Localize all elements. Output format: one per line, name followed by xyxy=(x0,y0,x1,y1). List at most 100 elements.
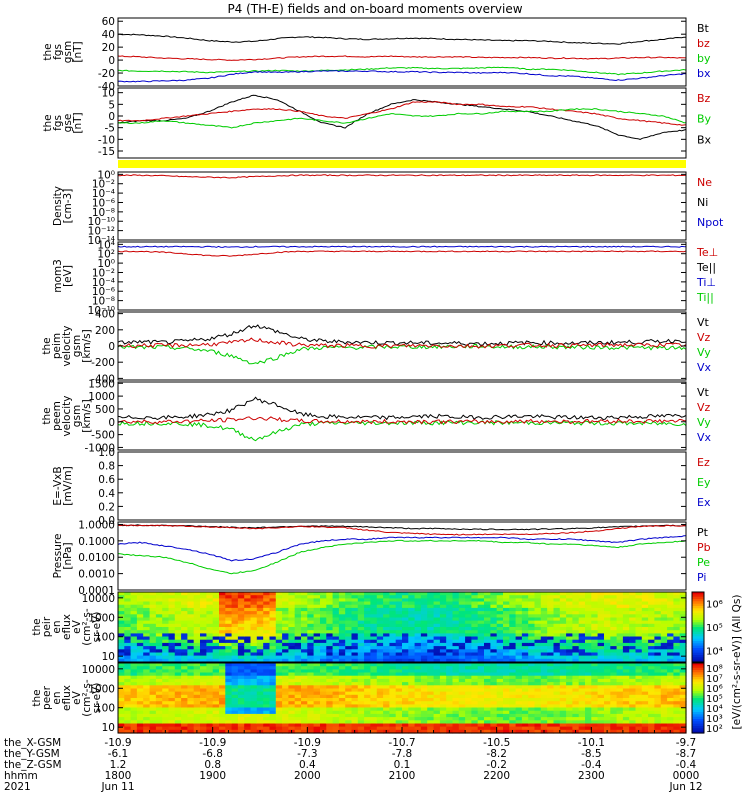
heatmap-cell xyxy=(357,685,365,690)
heatmap-cell xyxy=(641,592,649,596)
heatmap-cell xyxy=(288,620,296,625)
heatmap-cell xyxy=(477,720,485,725)
legend-entry: Vy xyxy=(697,416,711,429)
heatmap-cell xyxy=(597,710,605,715)
heatmap-cell xyxy=(357,729,365,734)
heatmap-cell xyxy=(225,614,233,619)
heatmap-cell xyxy=(155,704,163,709)
heatmap-cell xyxy=(118,688,125,693)
heatmap-cell xyxy=(490,649,498,654)
heatmap-cell xyxy=(408,598,416,603)
heatmap-cell xyxy=(294,694,302,699)
heatmap-cell xyxy=(402,698,409,702)
heatmap-cell xyxy=(155,663,163,667)
y-tick-label: 1.0 xyxy=(98,447,115,459)
heatmap-cell xyxy=(477,642,485,647)
heatmap-cell xyxy=(212,720,220,725)
heatmap-cell xyxy=(313,707,321,712)
heatmap-cell xyxy=(521,666,529,670)
heatmap-cell xyxy=(439,595,447,599)
heatmap-cell xyxy=(263,723,271,728)
heatmap-cell xyxy=(458,646,466,650)
heatmap-cell xyxy=(370,614,378,619)
heatmap-cell xyxy=(219,729,226,734)
heatmap-cell xyxy=(187,672,195,677)
heatmap-cell xyxy=(376,652,384,657)
heatmap-cell xyxy=(212,678,220,683)
y-tick-label: 10 xyxy=(102,88,115,100)
heatmap-cell xyxy=(275,688,283,693)
heatmap-cell xyxy=(458,620,466,625)
heatmap-cell xyxy=(566,614,573,619)
heatmap-cell xyxy=(357,614,365,619)
heatmap-cell xyxy=(155,666,163,670)
heatmap-cell xyxy=(471,720,479,725)
heatmap-cell xyxy=(181,694,188,699)
heatmap-cell xyxy=(515,617,523,622)
heatmap-cell xyxy=(439,614,447,619)
heatmap-cell xyxy=(338,729,346,734)
heatmap-cell xyxy=(667,646,674,650)
heatmap-cell xyxy=(345,720,353,725)
heatmap-cell xyxy=(351,723,359,728)
heatmap-cell xyxy=(219,630,226,634)
heatmap-cell xyxy=(181,726,188,731)
heatmap-cell xyxy=(559,623,567,628)
colorbar-cell xyxy=(692,693,704,697)
heatmap-cell xyxy=(540,713,548,718)
heatmap-cell xyxy=(206,698,214,702)
heatmap-cell xyxy=(471,642,479,647)
heatmap-cell xyxy=(275,592,283,596)
y-tick-label: 10⁻⁴ xyxy=(92,277,115,289)
heatmap-cell xyxy=(420,691,428,696)
heatmap-cell xyxy=(484,652,491,657)
heatmap-cell xyxy=(578,627,586,631)
heatmap-cell xyxy=(673,595,681,599)
heatmap-cell xyxy=(641,649,649,654)
heatmap-cell xyxy=(237,710,245,715)
heatmap-cell xyxy=(408,658,416,663)
heatmap-cell xyxy=(534,633,542,638)
heatmap-cell xyxy=(364,698,371,702)
heatmap-cell xyxy=(250,717,258,721)
heatmap-cell xyxy=(591,704,599,709)
heatmap-cell xyxy=(547,672,555,677)
heatmap-cell xyxy=(200,726,207,731)
heatmap-cell xyxy=(604,726,611,731)
heatmap-cell xyxy=(673,630,681,634)
heatmap-cell xyxy=(338,595,346,599)
heatmap-cell xyxy=(124,682,132,686)
heatmap-cell xyxy=(597,592,605,596)
series-line xyxy=(117,337,687,349)
heatmap-cell xyxy=(484,723,491,728)
heatmap-cell xyxy=(578,649,586,654)
heatmap-cell xyxy=(237,607,245,612)
heatmap-cell xyxy=(395,607,403,612)
heatmap-cell xyxy=(408,701,416,705)
heatmap-cell xyxy=(143,707,151,712)
heatmap-cell xyxy=(660,720,668,725)
heatmap-cell xyxy=(326,682,334,686)
heatmap-cell xyxy=(244,678,252,683)
heatmap-cell xyxy=(288,633,296,638)
heatmap-cell xyxy=(282,630,289,634)
heatmap-cell xyxy=(484,604,491,609)
heatmap-cell xyxy=(496,672,504,677)
y-tick-label: 1500 xyxy=(88,378,115,390)
heatmap-cell xyxy=(610,713,618,718)
heatmap-cell xyxy=(490,658,498,663)
heatmap-cell xyxy=(427,694,435,699)
heatmap-cell xyxy=(206,617,214,622)
heatmap-cell xyxy=(332,655,340,660)
heatmap-cell xyxy=(250,672,258,677)
heatmap-cell xyxy=(414,646,422,650)
heatmap-cell xyxy=(521,717,529,721)
heatmap-cell xyxy=(597,620,605,625)
heatmap-cell xyxy=(648,595,655,599)
heatmap-cell xyxy=(155,630,163,634)
heatmap-cell xyxy=(433,723,441,728)
heatmap-cell xyxy=(332,729,340,734)
heatmap-cell xyxy=(174,658,182,663)
heatmap-cell xyxy=(433,675,441,680)
heatmap-cell xyxy=(288,630,296,634)
